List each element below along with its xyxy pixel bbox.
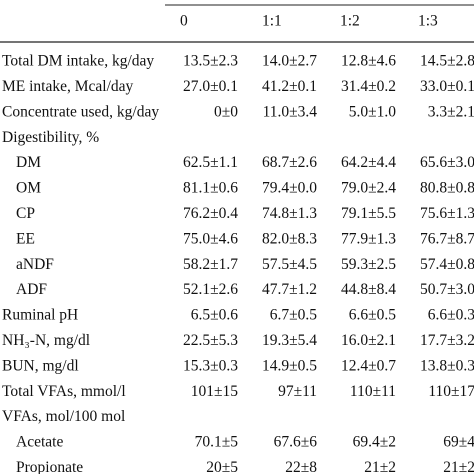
cell: 69±4 — [443, 434, 474, 451]
cell: 76.7±8.7 — [420, 230, 474, 247]
column-header: 1:1 — [262, 13, 282, 30]
cell: 75.0±4.6 — [183, 230, 238, 247]
cell: 110±11 — [350, 383, 396, 400]
cell: 47.7±1.2 — [262, 281, 317, 298]
row-label: Propionate — [16, 459, 83, 474]
cell: 101±15 — [191, 383, 239, 400]
row-label: aNDF — [16, 256, 54, 273]
cell: 75.6±1.3 — [420, 205, 474, 222]
cell: 14.9±0.5 — [262, 357, 317, 374]
row-label: VFAs, mol/100 mol — [2, 408, 125, 425]
cell: 59.3±2.5 — [341, 256, 396, 273]
cell: 27.0±0.1 — [183, 78, 238, 95]
cell: 22.5±5.3 — [183, 332, 238, 349]
cell: 33.0±0.1 — [420, 78, 474, 95]
cell: 6.6±0.3 — [428, 307, 474, 324]
cell: 3.3±2.1 — [428, 103, 474, 120]
cell: 82.0±8.3 — [262, 230, 317, 247]
cell: 20±5 — [206, 459, 238, 474]
row-label: Total VFAs, mmol/l — [2, 383, 126, 400]
cell: 19.3±5.4 — [262, 332, 317, 349]
row-label: ADF — [16, 281, 47, 298]
cell: 79.0±2.4 — [341, 180, 396, 197]
row-label: Ruminal pH — [2, 307, 78, 324]
cell: 62.5±1.1 — [183, 154, 238, 171]
cell: 6.5±0.6 — [191, 307, 239, 324]
cell: 57.5±4.5 — [262, 256, 317, 273]
cell: 31.4±0.2 — [341, 78, 396, 95]
row-label: EE — [16, 230, 35, 247]
cell: 16.0±2.1 — [341, 332, 396, 349]
cell: 44.8±8.4 — [341, 281, 396, 298]
cell: 80.8±0.8 — [420, 180, 474, 197]
row-label: Concentrate used, kg/day — [2, 103, 159, 120]
cell: 65.6±3.0 — [420, 154, 474, 171]
cell: 6.6±0.5 — [349, 307, 397, 324]
cell: 52.1±2.6 — [183, 281, 238, 298]
cell: 50.7±3.0 — [420, 281, 474, 298]
cell: 67.6±6 — [274, 434, 318, 451]
row-label: Digestibility, % — [2, 129, 99, 146]
cell: 79.1±5.5 — [341, 205, 396, 222]
cell: 0±0 — [214, 103, 238, 120]
cell: 13.5±2.3 — [183, 53, 238, 70]
row-label: Acetate — [16, 434, 63, 451]
cell: 21±2 — [443, 459, 474, 474]
cell: 22±8 — [285, 459, 317, 474]
cell: 12.8±4.6 — [341, 53, 396, 70]
cell: 110±17 — [428, 383, 474, 400]
row-label: BUN, mg/dl — [2, 357, 79, 374]
cell: 41.2±0.1 — [262, 78, 317, 95]
column-header: 1:2 — [340, 13, 360, 30]
row-label: ME intake, Mcal/day — [2, 78, 134, 95]
row-label: CP — [16, 205, 35, 222]
cell: 5.0±1.0 — [349, 103, 397, 120]
cell: 74.8±1.3 — [262, 205, 317, 222]
cell: 6.7±0.5 — [270, 307, 318, 324]
cell: 11.0±3.4 — [263, 103, 318, 120]
cell: 81.1±0.6 — [183, 180, 238, 197]
row-label: Total DM intake, kg/day — [2, 53, 154, 70]
column-header: 0 — [180, 13, 188, 30]
cell: 15.3±0.3 — [183, 357, 238, 374]
column-header: 1:3 — [418, 13, 438, 30]
row-label: DM — [16, 154, 41, 171]
cell: 14.5±2.8 — [420, 53, 474, 70]
cell: 58.2±1.7 — [183, 256, 238, 273]
row-label: NH₃-N, mg/dl — [2, 332, 90, 349]
cell: 68.7±2.6 — [262, 154, 317, 171]
cell: 21±2 — [364, 459, 396, 474]
cell: 64.2±4.4 — [341, 154, 396, 171]
cell: 79.4±0.0 — [262, 180, 317, 197]
cell: 69.4±2 — [353, 434, 396, 451]
row-label: OM — [16, 180, 41, 197]
cell: 97±11 — [278, 383, 317, 400]
cell: 76.2±0.4 — [183, 205, 238, 222]
cell: 13.8±0.3 — [420, 357, 474, 374]
cell: 12.4±0.7 — [341, 357, 396, 374]
cell: 77.9±1.3 — [341, 230, 396, 247]
cell: 57.4±0.8 — [420, 256, 474, 273]
cell: 14.0±2.7 — [262, 53, 317, 70]
cell: 70.1±5 — [195, 434, 239, 451]
cell: 17.7±3.2 — [420, 332, 474, 349]
